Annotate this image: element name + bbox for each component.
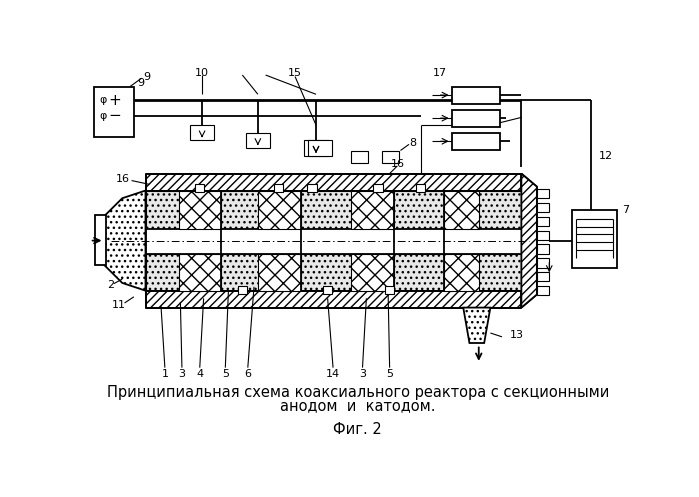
Text: 9: 9	[138, 78, 145, 88]
Bar	[537, 189, 549, 198]
Text: 1: 1	[161, 369, 168, 379]
Bar	[145, 291, 521, 308]
Polygon shape	[521, 173, 537, 308]
Bar	[537, 217, 549, 226]
Bar	[537, 231, 549, 240]
Bar	[258, 190, 301, 229]
Text: 15: 15	[288, 68, 302, 78]
Bar	[145, 190, 521, 229]
Bar	[190, 125, 214, 141]
Text: φ: φ	[99, 95, 106, 105]
Bar	[145, 229, 521, 253]
Text: 3: 3	[178, 369, 185, 379]
Text: 3: 3	[359, 369, 366, 379]
Bar	[94, 86, 134, 137]
Text: Принципиальная схема коаксиального реактора с секционными: Принципиальная схема коаксиального реакт…	[107, 385, 609, 400]
Text: 5: 5	[222, 369, 229, 379]
Bar	[385, 286, 394, 294]
Bar	[308, 184, 317, 192]
Bar	[572, 210, 617, 267]
Bar	[351, 151, 368, 163]
Text: φ: φ	[99, 111, 106, 121]
Bar	[452, 110, 500, 127]
Bar	[444, 253, 479, 291]
Bar	[382, 151, 399, 163]
Bar	[537, 258, 549, 267]
Text: 12: 12	[599, 151, 613, 161]
Bar	[373, 184, 382, 192]
Text: Фиг. 2: Фиг. 2	[333, 421, 382, 436]
Text: 5: 5	[386, 369, 393, 379]
Bar	[323, 286, 332, 294]
Text: 10: 10	[195, 68, 209, 78]
Bar	[258, 253, 301, 291]
Bar	[444, 190, 479, 229]
Text: +: +	[108, 93, 121, 108]
Bar	[308, 141, 331, 156]
Bar	[179, 253, 222, 291]
Text: 16: 16	[390, 159, 405, 168]
Text: 8: 8	[410, 138, 417, 148]
Bar	[537, 203, 549, 212]
Text: 14: 14	[326, 369, 340, 379]
Text: 6: 6	[244, 369, 252, 379]
Bar	[537, 272, 549, 281]
Bar	[274, 184, 284, 192]
Bar	[145, 173, 521, 190]
Bar	[246, 133, 270, 148]
Text: анодом  и  катодом.: анодом и катодом.	[280, 399, 435, 414]
Bar	[452, 133, 500, 150]
Text: 4: 4	[196, 369, 203, 379]
Text: 13: 13	[510, 331, 524, 340]
Text: 16: 16	[116, 174, 130, 184]
Text: 11: 11	[111, 300, 125, 310]
Text: −: −	[108, 108, 121, 123]
Bar	[351, 253, 394, 291]
Bar	[537, 286, 549, 295]
Bar	[452, 86, 500, 103]
Text: 9: 9	[143, 72, 150, 82]
Text: 2: 2	[107, 280, 114, 290]
Bar	[537, 245, 549, 253]
Bar	[95, 215, 106, 265]
Bar	[195, 184, 204, 192]
Polygon shape	[521, 173, 537, 308]
Polygon shape	[463, 308, 491, 343]
Bar	[416, 184, 425, 192]
Text: 7: 7	[622, 205, 629, 215]
Text: 17: 17	[433, 69, 447, 79]
Bar	[351, 190, 394, 229]
Bar	[145, 253, 521, 291]
Bar	[179, 190, 222, 229]
Polygon shape	[103, 190, 145, 291]
Bar	[238, 286, 247, 294]
Bar	[304, 141, 328, 156]
